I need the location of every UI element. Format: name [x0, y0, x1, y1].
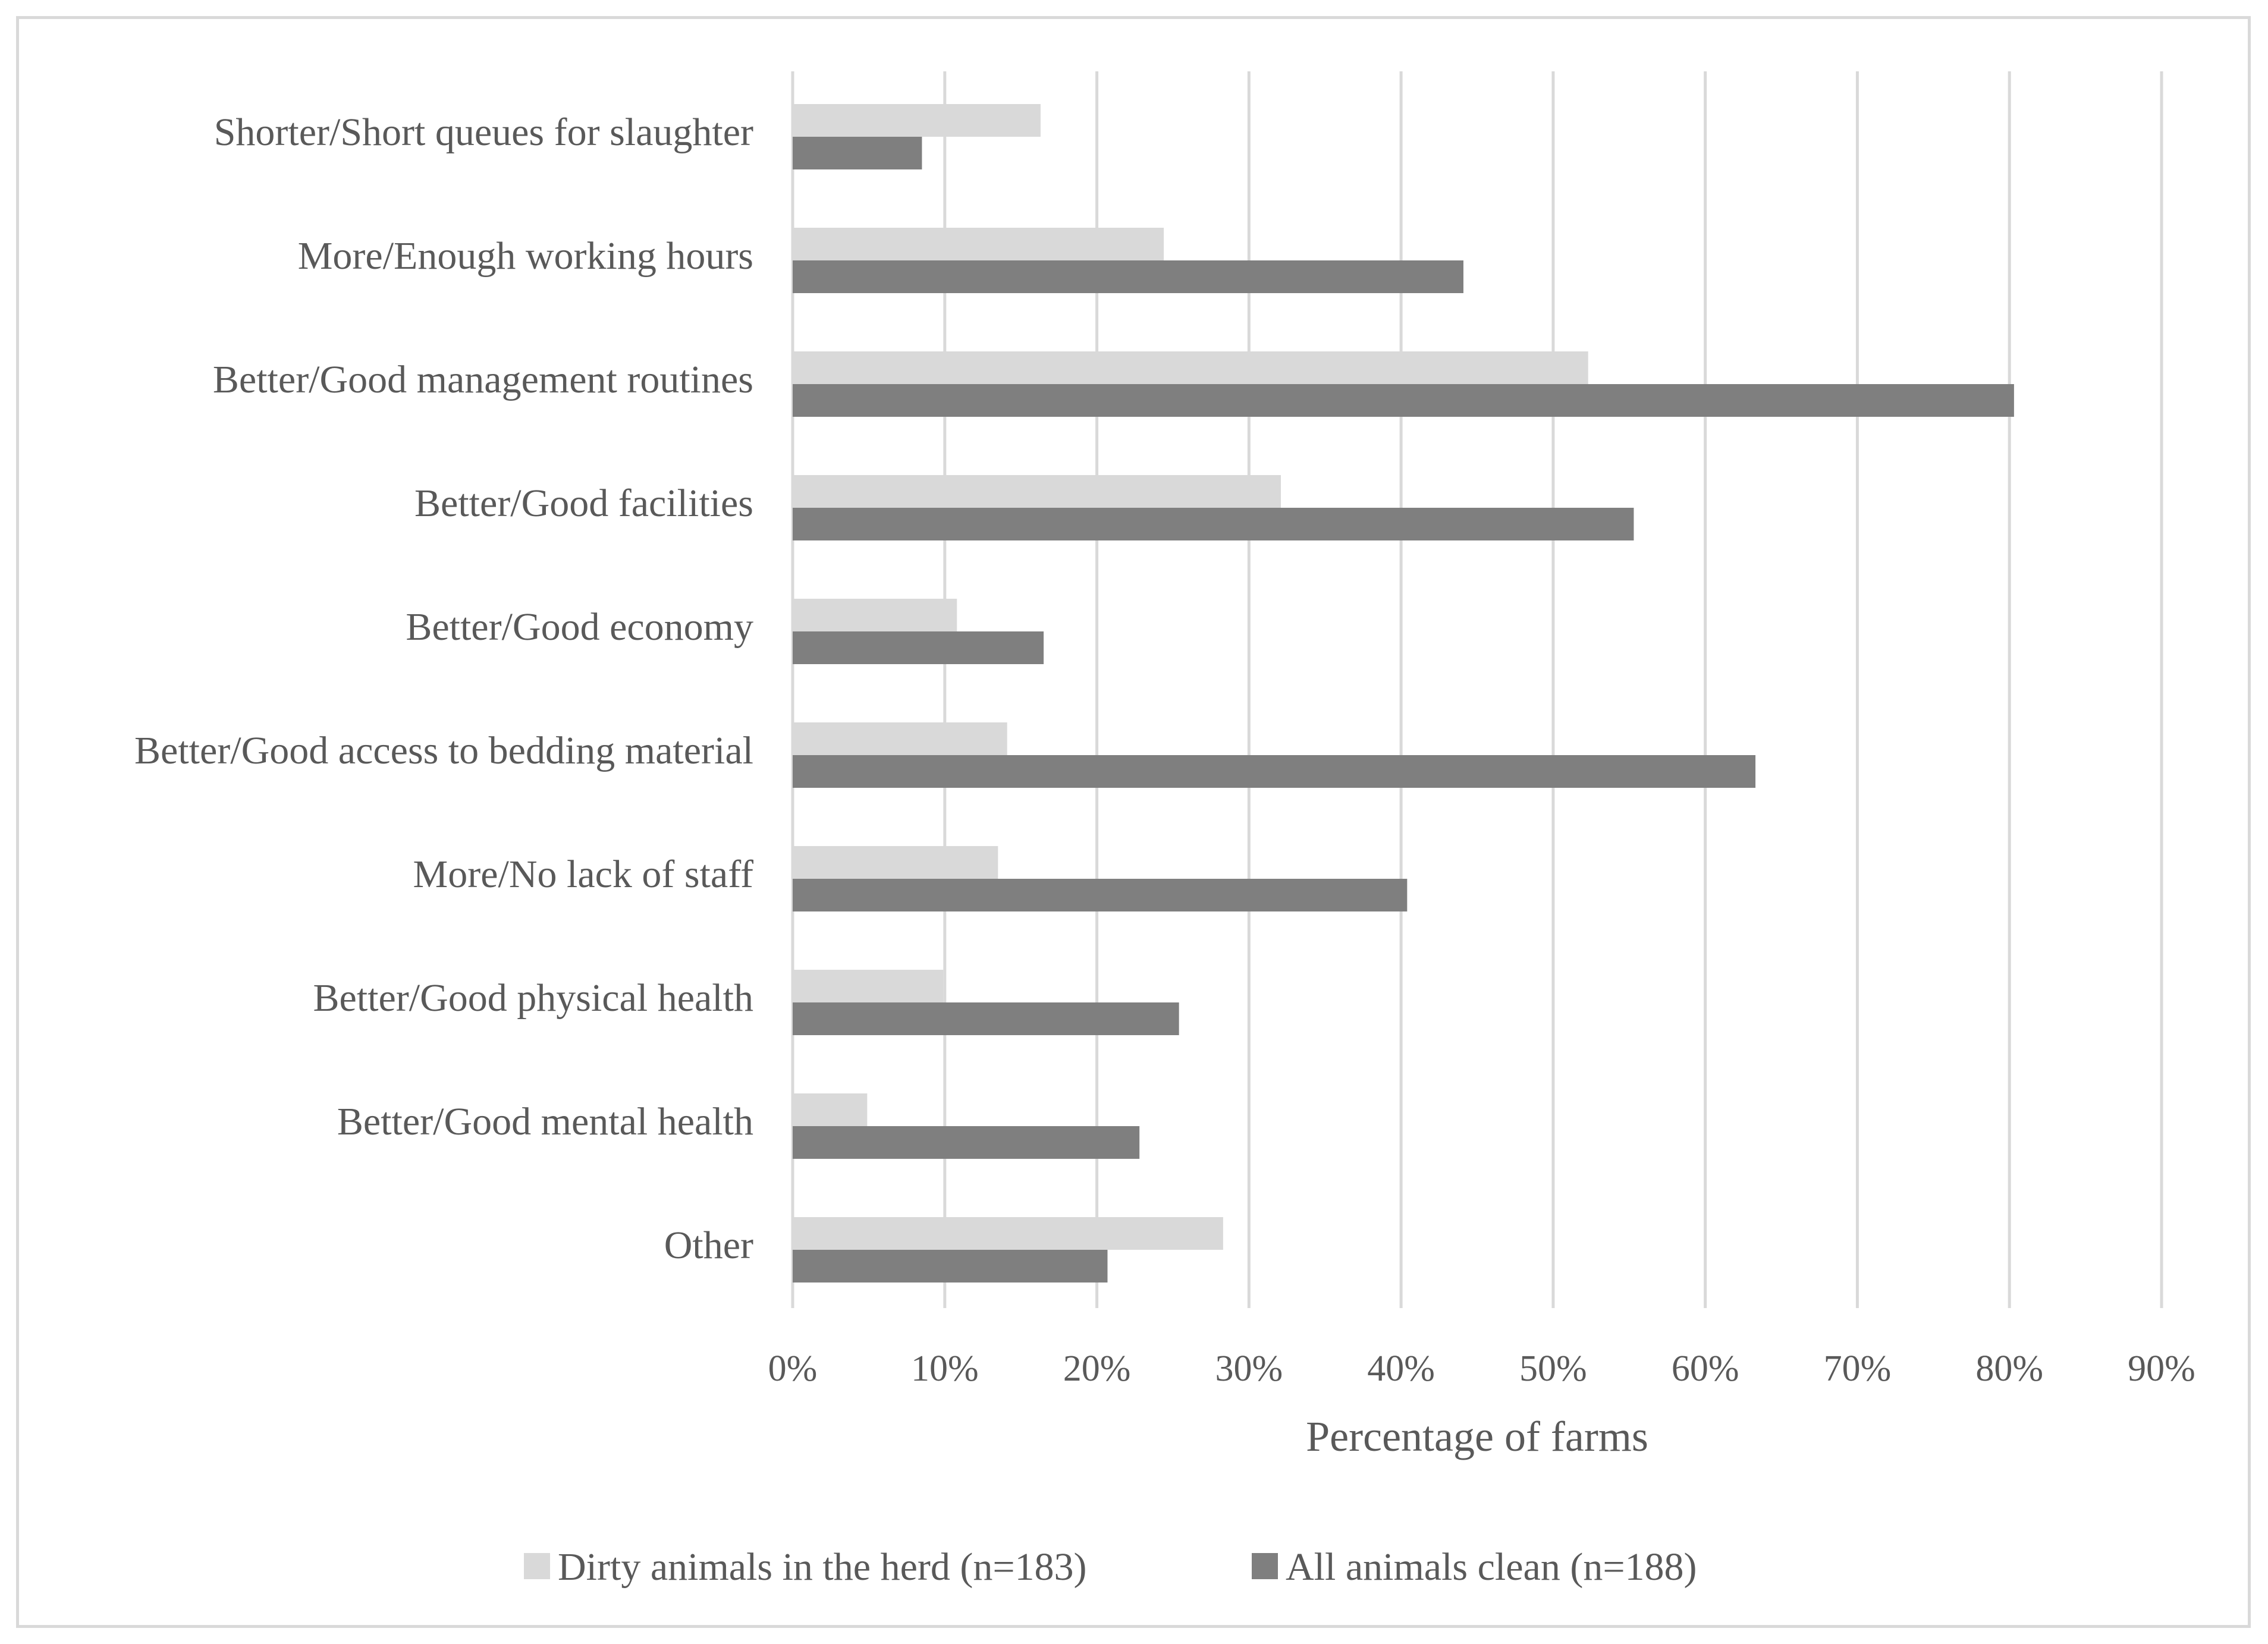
category-label: Shorter/Short queues for slaughter [214, 111, 753, 154]
bar-dirty-animals [793, 228, 1164, 260]
category-label: Better/Good access to bedding material [134, 729, 753, 772]
x-tick-label: 20% [1063, 1348, 1131, 1389]
x-tick-label: 90% [2128, 1348, 2195, 1389]
x-tick-label: 30% [1215, 1348, 1283, 1389]
category-label: Better/Good economy [406, 605, 753, 649]
legend-swatch-clean [1252, 1553, 1278, 1579]
bar-dirty-animals [793, 1217, 1223, 1250]
bar-all-clean [793, 1126, 1140, 1159]
chart-frame: Shorter/Short queues for slaughter More/E… [16, 16, 2251, 1628]
bars [793, 104, 2014, 1282]
bar-dirty-animals [793, 104, 1041, 137]
bar-all-clean [793, 260, 1463, 293]
x-tick-label: 80% [1975, 1348, 2043, 1389]
bar-all-clean [793, 1250, 1108, 1282]
bar-dirty-animals [793, 970, 944, 1002]
legend-label-dirty: Dirty animals in the herd (n=183) [558, 1545, 1087, 1589]
bar-all-clean [793, 384, 2014, 417]
x-tick-label: 10% [911, 1348, 979, 1389]
bar-all-clean [793, 755, 1756, 788]
x-axis-title: Percentage of farms [1306, 1413, 1648, 1460]
bar-dirty-animals [793, 722, 1007, 755]
bar-all-clean [793, 508, 1634, 540]
bar-dirty-animals [793, 351, 1588, 384]
bar-dirty-animals [793, 1093, 868, 1126]
bar-dirty-animals [793, 475, 1281, 508]
x-tick-label: 60% [1672, 1348, 1739, 1389]
bar-dirty-animals [793, 599, 957, 631]
category-label: More/No lack of staff [413, 853, 753, 896]
category-labels: Shorter/Short queues for slaughter More/E… [134, 111, 753, 1267]
category-label: Other [664, 1224, 753, 1267]
category-label: More/Enough working hours [298, 234, 753, 278]
x-tick-label: 0% [768, 1348, 818, 1389]
bar-all-clean [793, 1002, 1179, 1035]
category-label: Better/Good physical health [313, 976, 753, 1020]
bar-all-clean [793, 879, 1408, 911]
bar-all-clean [793, 137, 922, 169]
x-tick-label: 40% [1367, 1348, 1435, 1389]
legend-swatch-dirty [524, 1553, 550, 1579]
x-tick-labels: 0% 10% 20% 30% 40% 50% 60% 70% 80% 90% [768, 1348, 2195, 1389]
category-label: Better/Good mental health [337, 1100, 753, 1143]
x-tick-label: 70% [1824, 1348, 1892, 1389]
bar-chart: Shorter/Short queues for slaughter More/E… [134, 71, 2195, 1589]
legend-label-clean: All animals clean (n=188) [1286, 1545, 1697, 1589]
legend: Dirty animals in the herd (n=183) All ani… [524, 1545, 1697, 1589]
bar-all-clean [793, 631, 1044, 664]
bar-dirty-animals [793, 846, 998, 879]
category-label: Better/Good management routines [213, 358, 753, 401]
category-label: Better/Good facilities [414, 482, 753, 525]
x-tick-label: 50% [1519, 1348, 1587, 1389]
